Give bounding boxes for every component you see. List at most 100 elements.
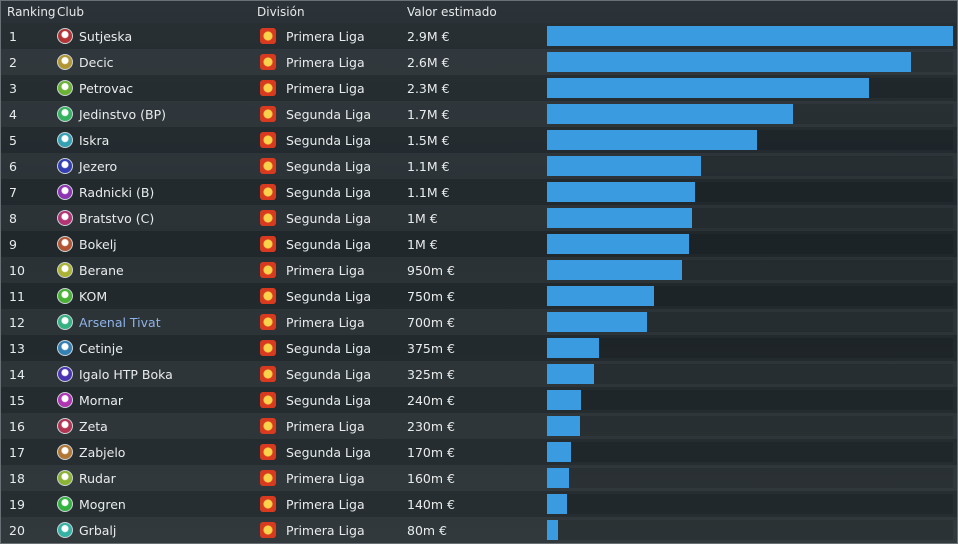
estimated-value-cell: 230m € [407, 419, 455, 434]
club-name-link[interactable]: Sutjeska [79, 29, 133, 44]
table-row[interactable]: 17 Zabjelo Segunda Liga 170m € [1, 439, 957, 465]
club-name-link[interactable]: Mogren [79, 497, 126, 512]
club-name-link[interactable]: KOM [79, 289, 108, 304]
estimated-value-cell: 2.6M € [407, 55, 450, 70]
division-logo-icon [260, 444, 276, 460]
division-name-link[interactable]: Segunda Liga [286, 107, 372, 122]
table-row[interactable]: 4 Jedinstvo (BP) Segunda Liga 1.7M € [1, 101, 957, 127]
value-bar-track [547, 208, 953, 228]
division-name-link[interactable]: Segunda Liga [286, 393, 372, 408]
division-name-link[interactable]: Primera Liga [286, 497, 365, 512]
club-name-link[interactable]: Cetinje [79, 341, 123, 356]
division-name-link[interactable]: Segunda Liga [286, 367, 372, 382]
table-row[interactable]: 3 Petrovac Primera Liga 2.3M € [1, 75, 957, 101]
club-name-link[interactable]: Bokelj [79, 237, 117, 252]
club-name-link[interactable]: Decic [79, 55, 114, 70]
division-logo-icon [260, 314, 276, 330]
club-name-link[interactable]: Arsenal Tivat [79, 315, 161, 330]
column-header-value[interactable]: Valor estimado [407, 5, 497, 19]
column-header-ranking[interactable]: Ranking [7, 5, 56, 19]
estimated-value-cell: 80m € [407, 523, 448, 538]
estimated-value-cell: 2.9M € [407, 29, 450, 44]
club-name-link[interactable]: Zabjelo [79, 445, 126, 460]
division-name-link[interactable]: Primera Liga [286, 471, 365, 486]
table-row[interactable]: 2 Decic Primera Liga 2.6M € [1, 49, 957, 75]
rank-cell: 12 [9, 315, 25, 330]
club-name-link[interactable]: Berane [79, 263, 124, 278]
division-name-link[interactable]: Primera Liga [286, 263, 365, 278]
value-bar-track [547, 182, 953, 202]
club-name-link[interactable]: Jedinstvo (BP) [79, 107, 167, 122]
division-name-link[interactable]: Segunda Liga [286, 237, 372, 252]
division-logo-icon [260, 106, 276, 122]
club-name-link[interactable]: Zeta [79, 419, 108, 434]
division-name-link[interactable]: Primera Liga [286, 81, 365, 96]
table-row[interactable]: 7 Radnicki (B) Segunda Liga 1.1M € [1, 179, 957, 205]
rank-cell: 9 [9, 237, 17, 252]
table-row[interactable]: 8 Bratstvo (C) Segunda Liga 1M € [1, 205, 957, 231]
division-logo-icon [260, 28, 276, 44]
table-row[interactable]: 9 Bokelj Segunda Liga 1M € [1, 231, 957, 257]
table-row[interactable]: 18 Rudar Primera Liga 160m € [1, 465, 957, 491]
division-name-link[interactable]: Segunda Liga [286, 445, 372, 460]
estimated-value-cell: 1.1M € [407, 159, 450, 174]
rank-cell: 8 [9, 211, 17, 226]
division-logo-icon [260, 236, 276, 252]
division-name-link[interactable]: Primera Liga [286, 419, 365, 434]
club-name-link[interactable]: Bratstvo (C) [79, 211, 155, 226]
value-bar-track [547, 390, 953, 410]
division-name-link[interactable]: Primera Liga [286, 315, 365, 330]
table-row[interactable]: 10 Berane Primera Liga 950m € [1, 257, 957, 283]
division-logo-icon [260, 522, 276, 538]
estimated-value-cell: 2.3M € [407, 81, 450, 96]
rank-cell: 3 [9, 81, 17, 96]
club-name-link[interactable]: Rudar [79, 471, 116, 486]
estimated-value-cell: 700m € [407, 315, 455, 330]
value-bar [547, 104, 793, 124]
club-name-link[interactable]: Grbalj [79, 523, 117, 538]
division-logo-icon [260, 158, 276, 174]
division-name-link[interactable]: Primera Liga [286, 55, 365, 70]
value-bar-track [547, 494, 953, 514]
club-name-link[interactable]: Petrovac [79, 81, 134, 96]
table-row[interactable]: 16 Zeta Primera Liga 230m € [1, 413, 957, 439]
table-row[interactable]: 1 Sutjeska Primera Liga 2.9M € [1, 23, 957, 49]
table-row[interactable]: 5 Iskra Segunda Liga 1.5M € [1, 127, 957, 153]
division-name-link[interactable]: Segunda Liga [286, 211, 372, 226]
value-bar-track [547, 130, 953, 150]
table-row[interactable]: 20 Grbalj Primera Liga 80m € [1, 517, 957, 543]
division-name-link[interactable]: Segunda Liga [286, 341, 372, 356]
division-name-link[interactable]: Segunda Liga [286, 185, 372, 200]
value-bar [547, 78, 869, 98]
division-name-link[interactable]: Segunda Liga [286, 159, 372, 174]
division-logo-icon [260, 80, 276, 96]
club-name-link[interactable]: Mornar [79, 393, 124, 408]
rank-cell: 20 [9, 523, 25, 538]
club-name-link[interactable]: Iskra [79, 133, 110, 148]
division-name-link[interactable]: Segunda Liga [286, 289, 372, 304]
division-name-link[interactable]: Primera Liga [286, 523, 365, 538]
table-row[interactable]: 12 Arsenal Tivat Primera Liga 700m € [1, 309, 957, 335]
value-bar [547, 468, 569, 488]
club-name-link[interactable]: Igalo HTP Boka [79, 367, 173, 382]
rank-cell: 7 [9, 185, 17, 200]
division-name-link[interactable]: Primera Liga [286, 29, 365, 44]
table-row[interactable]: 6 Jezero Segunda Liga 1.1M € [1, 153, 957, 179]
column-header-club[interactable]: Club [57, 5, 84, 19]
table-row[interactable]: 15 Mornar Segunda Liga 240m € [1, 387, 957, 413]
column-header-division[interactable]: División [257, 5, 305, 19]
estimated-value-cell: 375m € [407, 341, 455, 356]
value-bar-track [547, 468, 953, 488]
division-logo-icon [260, 54, 276, 70]
value-bar [547, 52, 911, 72]
table-row[interactable]: 11 KOM Segunda Liga 750m € [1, 283, 957, 309]
table-row[interactable]: 14 Igalo HTP Boka Segunda Liga 325m € [1, 361, 957, 387]
club-name-link[interactable]: Jezero [79, 159, 118, 174]
table-row[interactable]: 13 Cetinje Segunda Liga 375m € [1, 335, 957, 361]
division-logo-icon [260, 288, 276, 304]
table-row[interactable]: 19 Mogren Primera Liga 140m € [1, 491, 957, 517]
club-name-link[interactable]: Radnicki (B) [79, 185, 155, 200]
estimated-value-cell: 170m € [407, 445, 455, 460]
division-name-link[interactable]: Segunda Liga [286, 133, 372, 148]
